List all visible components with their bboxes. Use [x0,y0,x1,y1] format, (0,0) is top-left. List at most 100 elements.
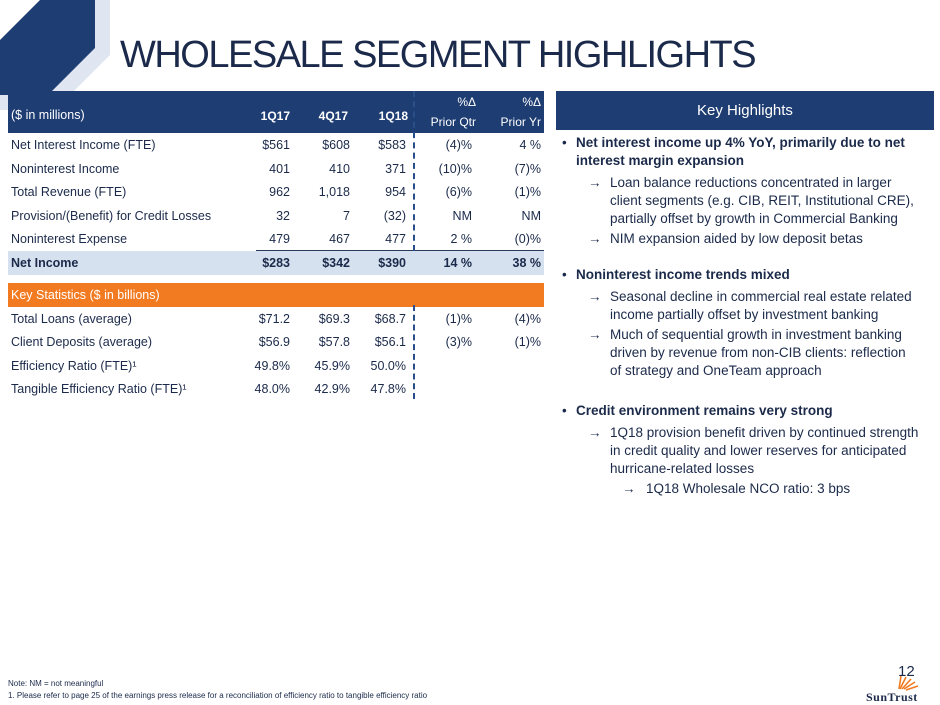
table-row: Net Interest Income (FTE) $561 $608 $583… [8,133,544,157]
row-label: Noninterest Income [11,161,120,176]
cell: 50.0% [370,358,406,373]
cell: 49.8% [254,358,290,373]
cell: $390 [378,255,406,270]
page-number: 12 [898,663,915,680]
cell: $583 [378,138,406,152]
footnote-nm: Note: NM = not meaningful [8,679,104,688]
cell: 42.9% [314,382,350,396]
cell: $69.3 [318,311,350,326]
cell: NM [452,208,472,223]
cell: $608 [322,138,350,152]
highlight-bullet: Noninterest income trends mixed [560,266,920,284]
highlight-bullet: Net interest income up 4% YoY, primarily… [560,134,920,170]
cell: $342 [322,255,350,270]
cell: 477 [385,232,406,246]
key-statistics-label: Key Statistics ($ in billions) [11,287,160,302]
row-label: Efficiency Ratio (FTE)¹ [11,358,137,373]
highlight-sub-text: 1Q18 provision benefit driven by continu… [610,425,919,476]
col-header-4q17: 4Q17 [318,109,348,123]
corner-graphic [0,0,110,110]
highlight-sub-item: → Loan balance reductions concentrated i… [560,174,920,228]
cell: 47.8% [370,382,406,396]
arrow-icon: → [588,175,602,190]
cell: (7)% [514,161,541,176]
highlight-sub-text: Seasonal decline in commercial real esta… [610,289,912,322]
table-row: Noninterest Income 401 410 371 (10)% (7)… [8,157,544,181]
row-label: Noninterest Expense [11,232,128,246]
table-row: Client Deposits (average) $56.9 $57.8 $5… [8,330,544,354]
column-divider [413,305,415,399]
table-row: Provision/(Benefit) for Credit Losses 32… [8,204,544,228]
arrow-icon: → [588,425,602,440]
arrow-icon: → [588,231,602,246]
table-row: Total Revenue (FTE) 962 1,018 954 (6)% (… [8,180,544,204]
highlight-sub-text: Much of sequential growth in investment … [610,327,906,378]
col-header-prior-qtr-symbol: %Δ [457,95,476,109]
highlight-bullet: Credit environment remains very strong [560,402,920,420]
cell: $71.2 [258,311,290,326]
arrow-icon: → [588,327,602,342]
suntrust-logo-icon [898,675,919,691]
cell: 467 [329,232,350,246]
table-row: Total Loans (average) $71.2 $69.3 $68.7 … [8,307,544,331]
table-header: ($ in millions) 1Q17 4Q17 1Q18 %Δ Prior … [8,91,544,133]
col-header-prior-qtr: Prior Qtr [430,115,476,129]
key-highlights-panel: Net interest income up 4% YoY, primarily… [560,134,920,500]
col-header-1q18: 1Q18 [378,109,408,123]
cell: 479 [269,232,290,246]
cell: (1)% [514,185,541,199]
suntrust-logo-text: SunTrust [866,690,918,704]
row-label: Total Loans (average) [11,311,132,326]
cell: NM [521,208,541,223]
table-row: Tangible Efficiency Ratio (FTE)¹ 48.0% 4… [8,377,544,401]
cell: 410 [329,161,350,176]
highlight-sub-text: NIM expansion aided by low deposit betas [610,231,863,246]
financial-table: ($ in millions) 1Q17 4Q17 1Q18 %Δ Prior … [8,91,544,401]
col-header-prior-yr: Prior Yr [500,115,541,129]
cell: 14 % [443,255,473,270]
cell: (0)% [514,232,541,246]
table-row: Efficiency Ratio (FTE)¹ 49.8% 45.9% 50.0… [8,354,544,378]
arrow-icon: → [588,289,602,304]
highlight-sub-item: → Seasonal decline in commercial real es… [560,288,920,324]
cell: 38 % [512,255,542,270]
cell: 962 [269,185,290,199]
row-label: Net Income [11,255,79,270]
arrow-icon: → [622,481,636,496]
highlight-sub-item: → 1Q18 provision benefit driven by conti… [560,424,920,478]
table-row: Noninterest Expense 479 467 477 2 % (0)% [8,227,544,251]
cell: 48.0% [254,382,290,396]
footnote-1: 1. Please refer to page 25 of the earnin… [8,691,428,700]
highlight-sub-sub-item: → 1Q18 Wholesale NCO ratio: 3 bps [560,480,920,498]
cell: 7 [343,208,350,223]
cell: (10)% [438,161,472,176]
row-label: Net Interest Income (FTE) [11,138,156,152]
cell: 401 [269,161,290,176]
page-title: WHOLESALE SEGMENT HIGHLIGHTS [120,34,757,76]
cell: (6)% [445,185,472,199]
cell: (4)% [514,311,541,326]
cell: $561 [262,138,290,152]
cell: $56.1 [374,335,406,349]
column-divider [413,91,415,251]
row-label: Provision/(Benefit) for Credit Losses [11,208,212,223]
row-label: Total Revenue (FTE) [11,185,127,199]
highlight-sub-item: → Much of sequential growth in investmen… [560,326,920,380]
cell: $56.9 [258,335,290,349]
row-label: Client Deposits (average) [11,335,153,349]
cell: (1)% [514,335,541,349]
row-label: Tangible Efficiency Ratio (FTE)¹ [11,382,187,396]
net-income-row: Net Income $283 $342 $390 14 % 38 % [8,250,544,275]
cell: 954 [385,185,406,199]
cell: 4 % [519,138,541,152]
cell: $57.8 [318,335,350,349]
key-highlights-header: Key Highlights [556,91,934,130]
cell: 371 [385,161,406,176]
cell: $283 [262,255,290,270]
cell: (3)% [445,335,472,349]
units-label: ($ in millions) [11,108,85,122]
cell: (4)% [445,138,472,152]
col-header-1q17: 1Q17 [260,109,290,123]
cell: $68.7 [374,311,406,326]
footnotes: Note: NM = not meaningful 1. Please refe… [8,678,427,702]
